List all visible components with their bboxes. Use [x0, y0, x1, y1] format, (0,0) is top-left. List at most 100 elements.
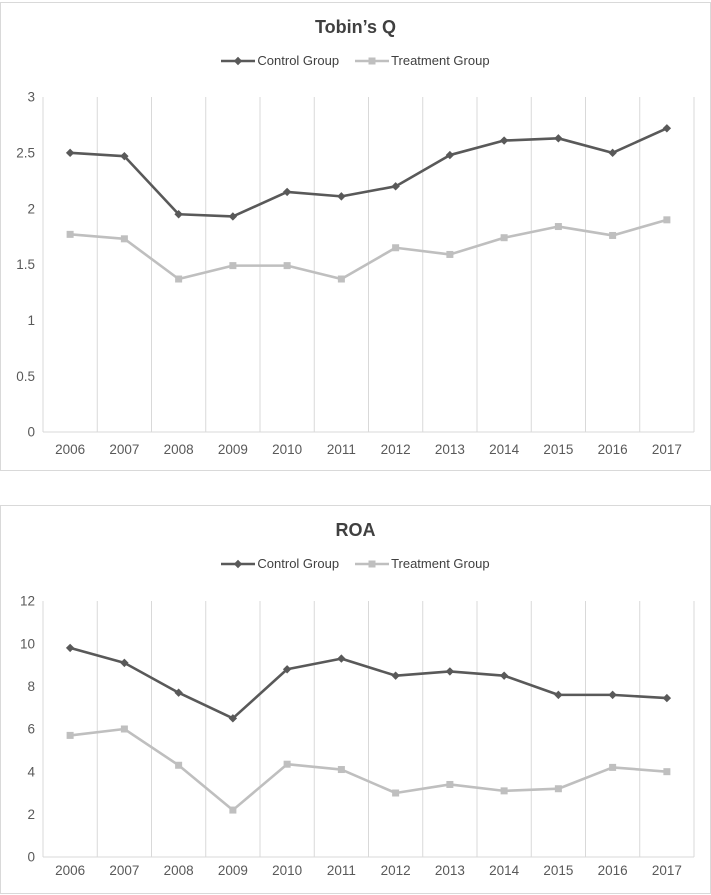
treatment-group-marker [229, 806, 237, 814]
treatment-group-marker [337, 766, 345, 774]
legend-diamond-sample-icon [221, 559, 256, 568]
treatment-group-line [68, 727, 669, 812]
treatment-group-marker [500, 234, 508, 242]
control-group-marker [120, 151, 129, 161]
x-tick-label: 2009 [218, 442, 248, 457]
tobins-q-chart-title: Tobin’s Q [315, 17, 396, 37]
y-tick-label: 0.5 [16, 369, 35, 384]
treatment-group-marker [283, 760, 291, 768]
treatment-group-marker [663, 216, 671, 224]
y-tick-label: 2 [27, 807, 35, 822]
control-group-marker [337, 192, 346, 201]
control-group-marker [174, 210, 183, 219]
legend-treatment-group-marker [368, 560, 376, 567]
x-tick-label: 2016 [598, 442, 628, 457]
legend-label: Control Group [257, 556, 340, 571]
y-tick-label: 6 [27, 722, 35, 737]
y-tick-label: 1.5 [16, 257, 35, 272]
x-tick-label: 2009 [218, 863, 248, 878]
control-group-line [68, 126, 669, 218]
legend-item-treatment-group: Treatment Group [355, 556, 490, 571]
y-tick-label: 12 [20, 594, 35, 609]
x-tick-label: 2011 [327, 863, 356, 878]
legend-square-sample-icon [355, 57, 390, 64]
control-group-marker [608, 690, 617, 700]
control-group-marker [662, 124, 672, 133]
roa-legend: Control Group Treatment Group [1, 556, 710, 571]
treatment-group-marker [283, 262, 291, 270]
y-tick-label: 0 [27, 850, 35, 865]
treatment-group-marker [392, 789, 400, 797]
tobins-q-legend: Control Group Treatment Group [1, 53, 710, 68]
y-tick-label: 8 [27, 679, 35, 694]
treatment-group-marker [120, 725, 128, 733]
control-group-marker [499, 671, 509, 680]
x-tick-label: 2014 [489, 863, 520, 878]
tobins-q-plot: 0 0.5 1 1.5 2 2.5 3 2006 2007 2008 2009 2010 2011 201… [16, 90, 695, 457]
roa-chart-title: ROA [335, 520, 376, 540]
legend-control-group-marker [234, 56, 243, 65]
treatment-group-marker [392, 244, 400, 252]
treatment-group-marker [663, 768, 671, 776]
legend-treatment-group-marker [368, 57, 376, 64]
treatment-group-marker [446, 250, 454, 258]
legend-diamond-sample-icon [221, 56, 256, 65]
y-tick-label: 3 [27, 90, 35, 105]
control-group-marker [337, 654, 346, 663]
treatment-group-marker [66, 230, 74, 238]
treatment-group-marker [229, 262, 237, 270]
control-group-marker [608, 148, 617, 158]
tobins-q-chart-panel: Tobin’s Q Control Group Treatment Group 0… [0, 2, 711, 471]
legend-label: Treatment Group [391, 556, 490, 571]
control-group-marker [554, 134, 563, 143]
roa-plot: 0 2 4 6 8 10 12 2006 2007 2008 2009 2010 2011 2012 201… [20, 594, 695, 878]
treatment-group-marker [500, 787, 508, 795]
x-tick-label: 2012 [381, 863, 411, 878]
treatment-group-marker [337, 275, 345, 283]
treatment-group-marker [66, 731, 74, 739]
control-group-line [68, 646, 669, 720]
x-tick-label: 2017 [652, 863, 682, 878]
x-tick-label: 2008 [164, 442, 194, 457]
roa-chart-panel: ROA Control Group Treatment Group 0 2 4 6 8 10… [0, 505, 711, 894]
control-group-marker [391, 671, 400, 680]
y-tick-label: 0 [27, 425, 35, 440]
x-tick-label: 2006 [55, 442, 85, 457]
x-tick-label: 2007 [109, 863, 139, 878]
legend-item-control-group: Control Group [221, 556, 339, 571]
x-tick-label: 2015 [543, 442, 573, 457]
treatment-group-marker [554, 785, 562, 793]
treatment-group-marker [175, 275, 183, 283]
x-tick-label: 2015 [543, 863, 573, 878]
legend-control-group-marker [234, 559, 243, 568]
y-tick-label: 10 [20, 636, 35, 651]
treatment-group-marker [175, 761, 183, 769]
y-tick-label: 2.5 [16, 146, 35, 161]
control-group-marker [174, 688, 183, 697]
legend-label: Control Group [257, 53, 340, 68]
y-tick-label: 4 [27, 764, 35, 779]
legend-item-control-group: Control Group [221, 53, 339, 68]
x-tick-label: 2006 [55, 863, 85, 878]
control-group-marker [499, 136, 509, 145]
x-tick-label: 2017 [652, 442, 682, 457]
x-tick-label: 2016 [598, 863, 628, 878]
x-tick-label: 2013 [435, 863, 465, 878]
control-group-marker [65, 643, 75, 653]
control-group-marker [228, 212, 238, 221]
x-tick-label: 2014 [489, 442, 520, 457]
treatment-group-marker [609, 763, 617, 771]
x-tick-label: 2010 [272, 863, 302, 878]
x-tick-label: 2010 [272, 442, 302, 457]
control-group-marker [662, 693, 672, 703]
control-group-marker [65, 148, 75, 158]
treatment-group-marker [120, 235, 128, 243]
control-group-marker [445, 667, 455, 676]
treatment-group-marker [446, 780, 454, 788]
y-tick-label: 2 [27, 201, 35, 216]
control-group-marker [282, 187, 292, 197]
control-group-marker [391, 182, 400, 191]
x-tick-label: 2013 [435, 442, 465, 457]
treatment-group-marker [609, 231, 617, 239]
